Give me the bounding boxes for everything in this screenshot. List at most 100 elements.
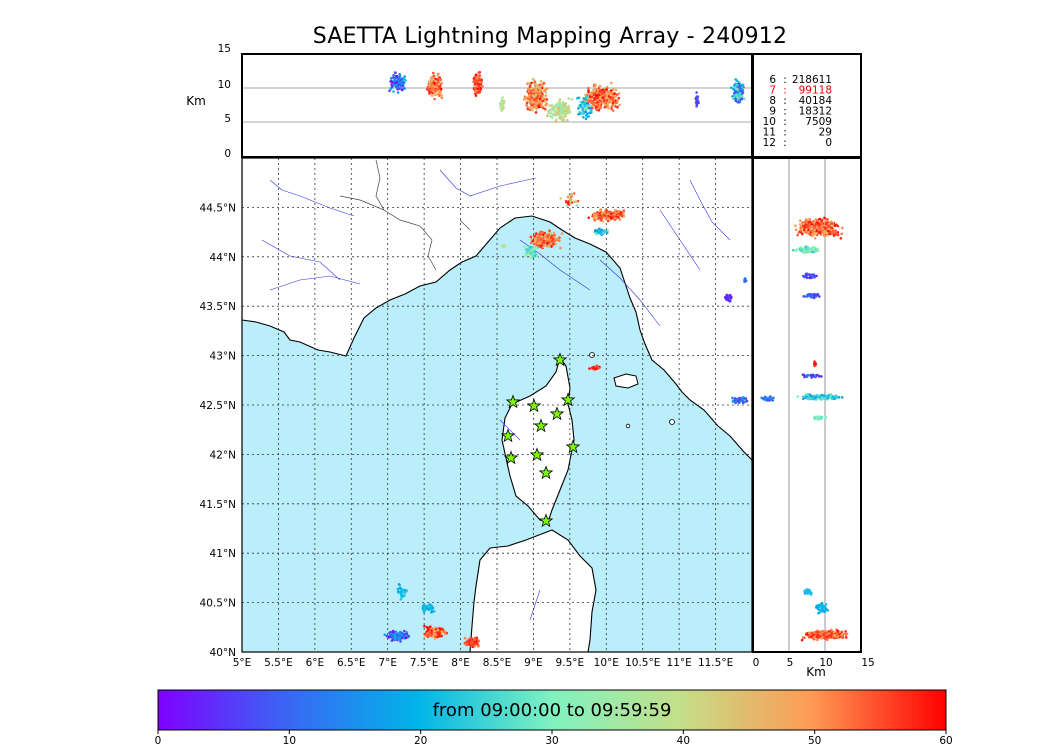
lightning-sources-right <box>760 216 849 642</box>
station-count-row: 10: 7509 <box>763 116 832 128</box>
station-number: 7 <box>769 85 776 97</box>
top-panel-ylabel: Km <box>186 94 206 108</box>
source-count: 18312 <box>799 106 832 118</box>
star-icon <box>529 447 545 462</box>
right-panel-xlabel: Km <box>806 665 826 679</box>
right-x-tick-label: 5 <box>787 657 794 669</box>
page-title: SAETTA Lightning Mapping Array - 240912 <box>312 24 788 49</box>
top-y-tick-label: 0 <box>224 148 231 160</box>
source-count: 40184 <box>799 95 833 107</box>
separator: : <box>783 74 787 86</box>
lon-tick-label: 10.5°E <box>625 657 660 669</box>
station-count-row: 6:218611 <box>769 74 832 86</box>
lon-tick-label: 10°E <box>594 657 619 669</box>
altitude-panel-right <box>752 157 862 653</box>
top-panel-y-ticks: 15 10 5 0 <box>218 43 231 160</box>
star-icon <box>565 439 581 454</box>
star-icon <box>549 406 565 421</box>
sardinia-island <box>469 529 597 652</box>
lon-tick-label: 5.5°E <box>264 657 293 669</box>
star-icon <box>552 352 568 367</box>
station-count-row: 9:18312 <box>769 106 832 118</box>
lat-tick-label: 41.5°N <box>200 499 236 511</box>
lat-tick-label: 42°N <box>210 449 236 461</box>
separator: : <box>783 116 787 128</box>
lat-tick-label: 43.5°N <box>200 301 236 313</box>
country-border <box>339 159 471 271</box>
separator: : <box>783 137 787 149</box>
colorbar-label: from 09:00:00 to 09:59:59 <box>432 700 672 721</box>
lon-tick-label: 11.5°E <box>698 657 733 669</box>
colorbar-tick-label: 0 <box>155 735 162 747</box>
station-number: 8 <box>769 95 776 107</box>
lat-tick-label: 44.5°N <box>200 202 236 214</box>
separator: : <box>783 127 787 139</box>
lightning-sources-top <box>388 71 746 124</box>
source-count: 7509 <box>805 116 832 128</box>
mainland-land <box>242 158 752 461</box>
star-icon <box>560 392 576 407</box>
lon-tick-label: 5°E <box>233 657 252 669</box>
station-count-row: 11: 29 <box>763 127 832 139</box>
lat-tick-label: 41°N <box>210 548 236 560</box>
station-count-row: 8:40184 <box>769 95 832 107</box>
station-count-row: 12: 0 <box>763 137 832 149</box>
map-grid <box>242 158 752 652</box>
lon-tick-label: 7°E <box>378 657 397 669</box>
station-number: 6 <box>769 74 776 86</box>
right-panel-x-ticks: 0 5 10 15 <box>753 657 875 669</box>
lon-tick-label: 6.5°E <box>337 657 366 669</box>
colorbar-gradient <box>157 689 947 731</box>
colorbar-tick-label: 30 <box>545 735 558 747</box>
top-y-tick-label: 15 <box>218 43 231 55</box>
station-number: 9 <box>769 106 776 118</box>
separator: : <box>783 95 787 107</box>
source-count: 0 <box>825 137 832 149</box>
right-x-tick-label: 15 <box>861 657 874 669</box>
lon-tick-label: 9.5°E <box>556 657 585 669</box>
lon-tick-label: 7.5°E <box>410 657 439 669</box>
separator: : <box>783 106 787 118</box>
corsica-island <box>501 356 575 523</box>
latitude-tick-labels: 44.5°N 44°N 43.5°N 43°N 42.5°N 42°N 41.5°N 41°N… <box>200 202 236 659</box>
star-icon <box>526 398 542 413</box>
lat-tick-label: 44°N <box>210 252 236 264</box>
colorbar: 0 10 20 30 40 50 60 <box>155 689 953 747</box>
lon-tick-label: 11°E <box>667 657 692 669</box>
colorbar-tick-label: 50 <box>808 735 821 747</box>
lat-tick-label: 40.5°N <box>200 598 236 610</box>
station-number: 10 <box>763 116 776 128</box>
lon-tick-label: 8°E <box>451 657 470 669</box>
elba-island <box>613 373 639 389</box>
colorbar-tick-label: 40 <box>677 735 690 747</box>
right-panel-frame <box>752 157 862 653</box>
star-icon <box>505 394 521 409</box>
star-icon <box>500 428 516 443</box>
lma-stations <box>500 352 581 528</box>
star-icon <box>503 450 519 465</box>
station-number: 12 <box>763 137 776 149</box>
altitude-panel-top <box>241 53 753 158</box>
right-x-tick-label: 10 <box>819 657 832 669</box>
top-y-tick-label: 10 <box>218 79 231 91</box>
right-x-tick-label: 0 <box>753 657 760 669</box>
colorbar-ticks: 0 10 20 30 40 50 60 <box>155 730 953 747</box>
star-icon <box>538 513 554 528</box>
lightning-sources-map <box>383 192 749 649</box>
star-icon <box>533 418 549 433</box>
colorbar-tick-label: 20 <box>414 735 427 747</box>
longitude-tick-labels: 5°E 5.5°E 6°E 6.5°E 7°E 7.5°E 8°E 8.5°E 9°E 9.5°E… <box>233 657 733 669</box>
lat-tick-label: 43°N <box>210 351 236 363</box>
separator: : <box>783 85 787 97</box>
colorbar-tick-label: 10 <box>283 735 296 747</box>
lat-tick-label: 42.5°N <box>200 400 236 412</box>
source-count: 29 <box>819 127 832 139</box>
map-panel <box>241 157 753 653</box>
lat-tick-label: 40°N <box>210 647 236 659</box>
lon-tick-label: 9°E <box>524 657 543 669</box>
station-count-row: 7:99118 <box>769 85 832 97</box>
source-count: 218611 <box>792 74 832 86</box>
star-icon <box>538 465 554 480</box>
lon-tick-label: 8.5°E <box>483 657 512 669</box>
